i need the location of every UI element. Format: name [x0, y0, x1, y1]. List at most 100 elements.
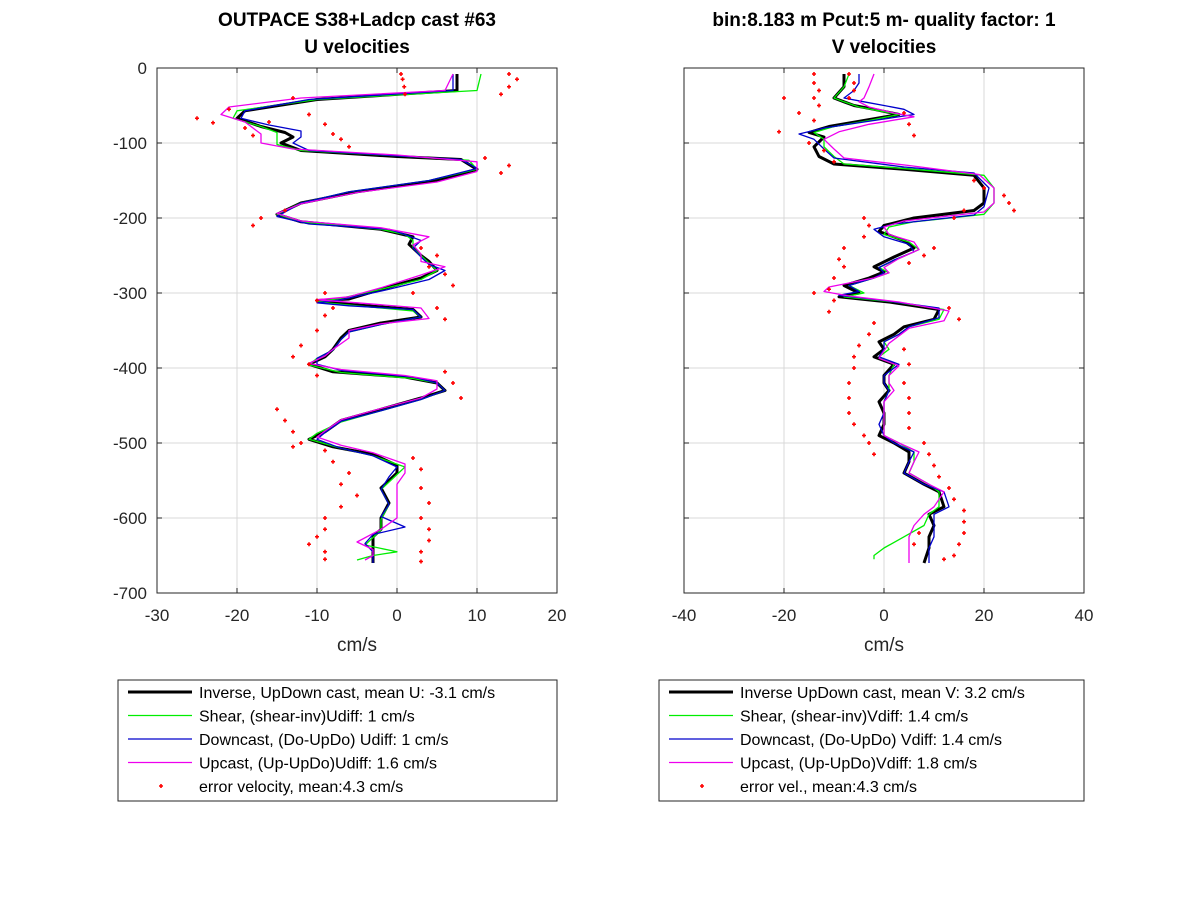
v-error-point — [912, 133, 916, 138]
u-error-point — [323, 313, 327, 318]
u-error-point — [323, 527, 327, 532]
v-series-line-2 — [798, 74, 990, 563]
u-error-point — [259, 216, 263, 220]
v-error-point — [982, 186, 986, 190]
v-error-point — [862, 234, 866, 239]
u-error-point — [307, 362, 311, 367]
v-legend-box — [658, 679, 1085, 802]
u-error-point — [507, 163, 511, 168]
u-error-point — [315, 534, 319, 539]
v-error-point — [832, 159, 836, 164]
u-legend-marker — [159, 784, 163, 788]
v-error-point — [812, 118, 816, 123]
v-error-point — [902, 111, 906, 115]
v-error-point — [862, 216, 866, 220]
u-error-point — [483, 156, 487, 160]
u-error-point — [291, 354, 295, 359]
v-error-point — [912, 542, 916, 547]
u-error-point — [339, 504, 343, 509]
v-series — [777, 72, 1016, 564]
v-x-axis-label: cm/s — [864, 635, 904, 656]
u-error-point — [299, 441, 303, 445]
v-error-point — [862, 433, 866, 438]
u-error-point — [411, 456, 415, 460]
v-legend-marker — [700, 784, 704, 788]
u-x-tick-label: 10 — [468, 606, 487, 625]
u-panel-title-line1: OUTPACE S38+Ladcp cast #63 — [218, 10, 496, 31]
u-error-point — [427, 527, 431, 532]
u-error-point — [339, 482, 343, 487]
v-error-point — [947, 486, 951, 490]
v-error-point — [962, 531, 966, 535]
u-error-point — [443, 317, 447, 322]
u-error-point — [499, 171, 503, 175]
u-error-point — [323, 291, 327, 295]
v-x-tick-label: -40 — [672, 606, 697, 625]
u-error-point — [499, 92, 503, 97]
v-error-point — [907, 261, 911, 265]
v-error-point — [962, 519, 966, 524]
u-error-point — [419, 246, 423, 250]
u-error-point — [515, 77, 519, 82]
v-error-point — [932, 246, 936, 250]
v-legend: Inverse UpDown cast, mean V: 3.2 cm/s She… — [658, 679, 1085, 802]
u-error-point — [323, 516, 327, 520]
u-error-point — [403, 92, 407, 97]
u-x-tick-label: 20 — [548, 606, 567, 625]
v-error-point — [782, 96, 786, 100]
v-series-line-3 — [823, 73, 995, 563]
u-error-point — [402, 84, 407, 89]
v-error-point — [872, 452, 876, 457]
u-error-point — [459, 396, 463, 400]
u-y-tick-label: -700 — [113, 584, 147, 603]
v-x-tick-label: 40 — [1075, 606, 1094, 625]
v-error-point — [842, 264, 846, 269]
v-error-point — [942, 557, 946, 562]
v-error-point — [1007, 201, 1011, 205]
u-error-point — [419, 549, 423, 554]
u-error-point — [243, 126, 247, 130]
u-error-point — [347, 144, 351, 149]
u-error-point — [331, 306, 335, 310]
v-error-point — [847, 381, 851, 385]
u-error-point — [347, 471, 351, 475]
v-error-point — [907, 362, 911, 367]
u-legend-box — [117, 679, 558, 802]
v-error-velocity-points — [777, 72, 1016, 562]
v-legend-label-4: error vel., mean:4.3 cm/s — [740, 779, 917, 796]
u-ticks: -30 -20 -10 0 10 200-100-200-300-400-500-600-… — [113, 59, 566, 625]
u-error-point — [275, 407, 279, 412]
v-ticks: -40 -20 0 20 40 — [672, 67, 1094, 625]
v-error-point — [957, 542, 961, 547]
v-error-point — [827, 287, 831, 292]
u-error-point — [307, 112, 311, 117]
u-x-tick-label: 0 — [392, 606, 401, 625]
v-error-point — [902, 381, 906, 385]
u-error-point — [251, 223, 255, 228]
u-x-tick-label: -20 — [225, 606, 250, 625]
u-error-point — [323, 448, 327, 453]
u-error-point — [400, 77, 405, 82]
v-error-point — [812, 81, 816, 85]
u-y-tick-label: -500 — [113, 434, 147, 453]
u-y-tick-label: -200 — [113, 209, 147, 228]
u-error-point — [427, 501, 431, 505]
v-error-point — [937, 474, 941, 479]
u-x-tick-label: -10 — [305, 606, 330, 625]
u-y-tick-label: -100 — [113, 134, 147, 153]
v-error-point — [797, 111, 801, 115]
u-error-point — [251, 133, 255, 138]
v-panel-title-line1: bin:8.183 m Pcut:5 m- quality factor: 1 — [712, 10, 1056, 31]
v-legend-label-2: Downcast, (Do-UpDo) Vdiff: 1.4 cm/s — [740, 732, 1002, 749]
v-panel-title-line2: V velocities — [832, 37, 937, 58]
v-error-point — [817, 103, 821, 108]
v-error-point — [907, 122, 911, 127]
u-error-point — [419, 559, 423, 564]
u-error-point — [331, 132, 335, 136]
u-error-point — [427, 538, 431, 543]
v-error-point — [1002, 193, 1006, 198]
v-error-point — [922, 253, 926, 258]
v-error-point — [1012, 208, 1016, 213]
u-error-point — [291, 96, 295, 100]
